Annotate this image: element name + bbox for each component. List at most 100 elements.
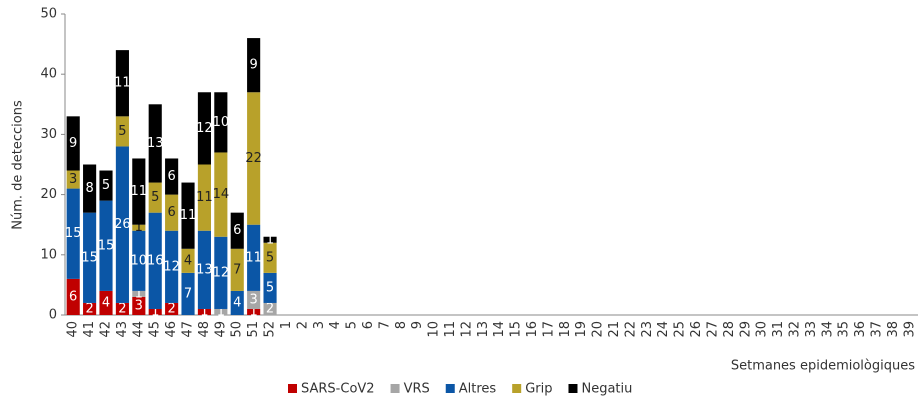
x-tick-label: 39 <box>902 321 917 338</box>
x-tick-label: 24 <box>656 321 671 338</box>
data-label: 4 <box>233 295 241 310</box>
legend-swatch <box>445 384 455 393</box>
bar-segment <box>148 104 162 183</box>
x-tick-label: 41 <box>82 321 97 338</box>
x-tick-label: 48 <box>197 321 212 338</box>
bar-segment <box>214 236 228 309</box>
data-label: 15 <box>65 226 82 241</box>
data-label: 11 <box>114 76 131 91</box>
bar-segment <box>181 272 195 315</box>
bar-segment <box>230 248 244 291</box>
x-tick-label: 32 <box>787 321 802 338</box>
data-label: 9 <box>250 58 258 73</box>
x-tick-label: 30 <box>755 321 770 338</box>
data-label: 12 <box>196 121 213 136</box>
x-axis-title: Setmanes epidemiològiques <box>731 359 915 374</box>
data-label: 5 <box>151 190 159 205</box>
bar-segment <box>115 146 129 303</box>
bar-segment <box>132 224 146 231</box>
bar-segment <box>83 164 97 213</box>
data-label: 11 <box>196 190 213 205</box>
x-tick-label: 4 <box>328 321 343 329</box>
x-tick-label: 25 <box>673 321 688 338</box>
x-tick-label: 52 <box>263 321 278 338</box>
y-tick-label: 40 <box>40 67 57 82</box>
bar-segment <box>247 308 261 315</box>
data-label: 15 <box>81 250 98 265</box>
x-tick-label: 19 <box>574 321 589 338</box>
bar-segment <box>132 230 146 291</box>
bar-segment <box>148 308 162 315</box>
x-tick-label: 44 <box>131 321 146 338</box>
x-tick-label: 29 <box>738 321 753 338</box>
data-label: 16 <box>147 253 164 268</box>
data-label: 12 <box>213 265 230 280</box>
bar-segment <box>66 170 80 189</box>
data-label: 11 <box>245 250 262 265</box>
bar-segment <box>247 290 261 309</box>
bar-segment <box>263 236 277 243</box>
bar-segment <box>132 158 146 225</box>
x-tick-label: 6 <box>361 321 376 329</box>
data-label: 1 <box>135 286 143 301</box>
x-tick-label: 43 <box>115 321 130 338</box>
data-label: 1 <box>266 232 274 247</box>
data-label: 10 <box>131 253 148 268</box>
y-tick-label: 10 <box>40 247 57 262</box>
x-tick-label: 15 <box>509 321 524 338</box>
bar-segment <box>247 92 261 225</box>
legend-label: Negatiu <box>581 382 632 397</box>
data-label: 12 <box>163 259 180 274</box>
data-label: 1 <box>135 220 143 235</box>
bar-segment <box>247 224 261 291</box>
data-label: 6 <box>167 169 175 184</box>
y-tick-label: 50 <box>40 7 57 22</box>
data-label: 5 <box>266 250 274 265</box>
legend-label: VRS <box>404 382 430 397</box>
data-label: 6 <box>167 205 175 220</box>
x-tick-label: 22 <box>623 321 638 338</box>
x-tick-label: 42 <box>99 321 114 338</box>
x-tick-label: 28 <box>722 321 737 338</box>
data-label: 26 <box>114 217 131 232</box>
data-label: 3 <box>69 172 77 187</box>
bar-segment <box>66 116 80 171</box>
x-tick-label: 14 <box>492 321 507 338</box>
data-label: 9 <box>69 136 77 151</box>
x-tick-label: 2 <box>295 321 310 329</box>
data-label: 7 <box>233 262 241 277</box>
x-tick-label: 3 <box>312 321 327 329</box>
x-tick-label: 1 <box>279 321 294 329</box>
x-tick-label: 20 <box>591 321 606 338</box>
bar-segment <box>165 302 179 315</box>
bar-segment <box>263 242 277 273</box>
x-tick-label: 49 <box>213 321 228 338</box>
x-tick-label: 5 <box>345 321 360 329</box>
x-tick-label: 17 <box>541 321 556 338</box>
x-tick-label: 8 <box>394 321 409 329</box>
x-tick-label: 35 <box>837 321 852 338</box>
x-tick-label: 18 <box>558 321 573 338</box>
bar-segment <box>181 182 195 249</box>
data-label: 2 <box>167 301 175 316</box>
x-tick-label: 27 <box>705 321 720 338</box>
x-tick-label: 50 <box>230 321 245 338</box>
x-tick-label: 45 <box>148 321 163 338</box>
bar-segment <box>181 248 195 273</box>
legend-swatch <box>390 384 400 393</box>
x-tick-label: 34 <box>820 321 835 338</box>
legend-label: Altres <box>459 382 497 397</box>
x-tick-label: 23 <box>640 321 655 338</box>
y-tick-label: 20 <box>40 187 57 202</box>
legend-label: SARS-CoV2 <box>301 382 375 397</box>
data-label: 11 <box>131 184 148 199</box>
x-tick-label: 51 <box>246 321 261 338</box>
bar-segment <box>66 278 80 315</box>
x-tick-label: 7 <box>377 321 392 329</box>
bar-segment <box>99 200 113 291</box>
bar-segment <box>197 92 211 165</box>
x-tick-label: 40 <box>66 321 81 338</box>
data-label: 7 <box>184 286 192 301</box>
x-tick-label: 21 <box>607 321 622 338</box>
